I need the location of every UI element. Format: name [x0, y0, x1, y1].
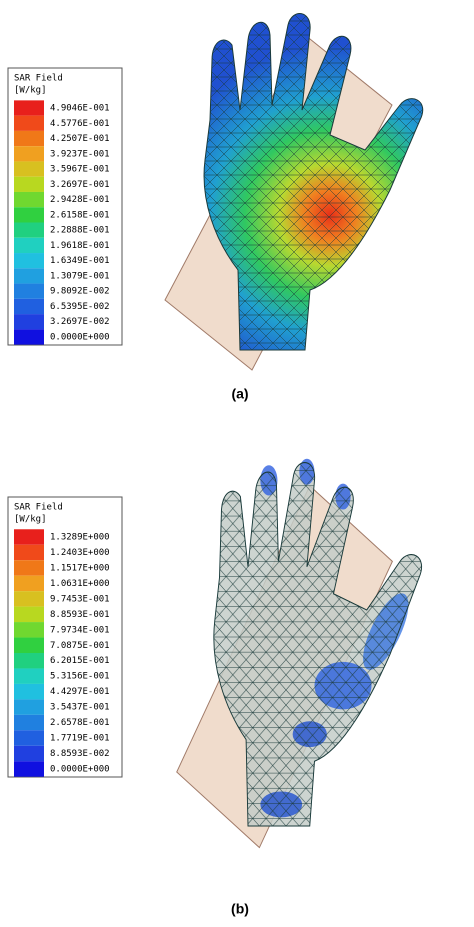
legend-swatch	[14, 191, 44, 208]
legend-label: 1.1517E+000	[50, 563, 110, 573]
legend-label: 6.2015E-001	[50, 656, 110, 666]
hand-model-a	[164, 13, 424, 371]
legend-label: 3.5437E-001	[50, 703, 110, 713]
legend-label: 3.5967E-001	[50, 165, 110, 175]
legend-swatch	[14, 761, 44, 777]
legend-swatch	[14, 699, 44, 715]
legend-swatch	[14, 100, 44, 116]
legend-title: SAR Field	[14, 503, 63, 513]
legend-swatch	[14, 544, 44, 561]
legend-swatch	[14, 329, 44, 345]
legend-swatch	[14, 222, 44, 238]
legend-swatch	[14, 745, 44, 762]
legend-label: 7.0875E-001	[50, 641, 110, 651]
legend-label: 4.9046E-001	[50, 104, 110, 114]
legend-swatch	[14, 237, 44, 254]
legend-swatch	[14, 115, 44, 131]
legend-label: 3.2697E-001	[50, 180, 110, 190]
legend-swatch	[14, 653, 44, 669]
legend: SAR Field [W/kg]1.3289E+000 1.2403E+000 1.1…	[7, 496, 123, 778]
legend-swatch	[14, 146, 44, 162]
legend-swatch	[14, 176, 44, 192]
legend-label: 8.8593E-001	[50, 610, 110, 620]
legend-swatch	[14, 575, 44, 592]
legend-label: 2.6158E-001	[50, 210, 110, 220]
legend-label: 0.0000E+000	[50, 765, 110, 775]
legend-swatch	[14, 637, 44, 653]
legend-label: 0.0000E+000	[50, 333, 110, 343]
legend-label: 1.9618E-001	[50, 241, 110, 251]
legend-swatch	[14, 529, 44, 545]
legend-label: 4.2507E-001	[50, 134, 110, 144]
legend-label: 1.6349E-001	[50, 256, 110, 266]
caption: (b)	[231, 901, 249, 917]
legend-swatch	[14, 130, 44, 147]
legend-swatch	[14, 268, 44, 284]
legend-label: 1.7719E-001	[50, 734, 110, 744]
legend-swatch	[14, 683, 44, 700]
legend-swatch	[14, 283, 44, 299]
legend-label: 2.9428E-001	[50, 195, 110, 205]
legend-label: 5.3156E-001	[50, 672, 110, 682]
legend-label: 3.9237E-001	[50, 149, 110, 159]
legend-swatch	[14, 253, 44, 269]
legend-label: 9.7453E-001	[50, 594, 110, 604]
legend-label: 2.2888E-001	[50, 226, 110, 236]
legend-label: 1.0631E+000	[50, 579, 110, 589]
legend-label: 8.8593E-002	[50, 749, 110, 759]
legend: SAR Field [W/kg]4.9046E-001 4.5776E-001 4.2…	[7, 67, 123, 346]
legend-title: SAR Field	[14, 74, 63, 84]
legend-label: 9.8092E-002	[50, 287, 110, 297]
legend-swatch	[14, 207, 44, 223]
legend-swatch	[14, 161, 44, 177]
legend-label: 3.2697E-002	[50, 317, 110, 327]
legend-label: 2.6578E-001	[50, 718, 110, 728]
legend-label: 7.9734E-001	[50, 625, 110, 635]
legend-label: 4.4297E-001	[50, 687, 110, 697]
legend-unit: [W/kg]	[14, 86, 47, 96]
legend-label: 1.2403E+000	[50, 548, 110, 558]
legend-label: 1.3079E-001	[50, 271, 110, 281]
legend-label: 6.5395E-002	[50, 302, 110, 312]
legend-swatch	[14, 622, 44, 638]
legend-swatch	[14, 591, 44, 607]
legend-swatch	[14, 730, 44, 746]
caption: (a)	[231, 386, 248, 402]
legend-swatch	[14, 560, 44, 576]
legend-swatch	[14, 298, 44, 315]
legend-label: 1.3289E+000	[50, 533, 110, 543]
legend-swatch	[14, 314, 44, 330]
legend-label: 4.5776E-001	[50, 119, 110, 129]
legend-swatch	[14, 606, 44, 623]
legend-unit: [W/kg]	[14, 515, 47, 525]
legend-swatch	[14, 668, 44, 684]
legend-swatch	[14, 714, 44, 731]
hand-model-b	[176, 458, 423, 849]
